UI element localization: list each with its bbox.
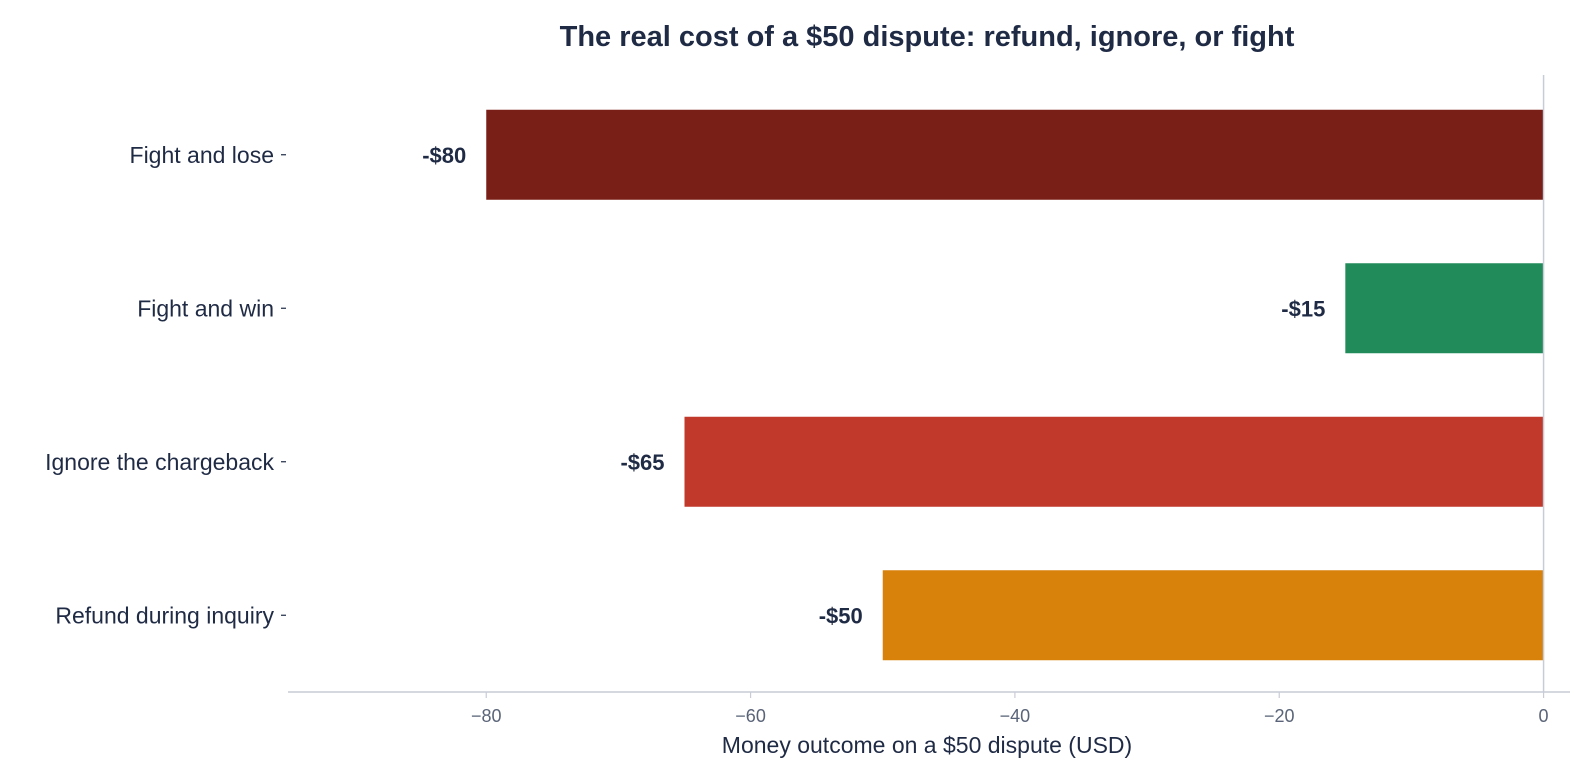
bar	[486, 109, 1544, 200]
x-axis-label: Money outcome on a $50 dispute (USD)	[722, 732, 1132, 758]
data-label: -$50	[819, 603, 863, 628]
category-label: Ignore the chargeback	[45, 449, 274, 475]
data-label: -$65	[620, 450, 664, 475]
category-label: Refund during inquiry	[55, 602, 274, 628]
x-tick-label: −40	[1000, 706, 1031, 726]
bars-layer	[486, 109, 1544, 661]
category-label: Fight and win	[137, 295, 274, 321]
bar	[882, 570, 1544, 661]
x-tick-label: −60	[735, 706, 766, 726]
x-tick-label: −20	[1264, 706, 1295, 726]
x-axis: −80 −60 −40 −20 0	[288, 75, 1570, 726]
y-axis: Fight and lose Fight and win Ignore the ch…	[45, 142, 286, 628]
x-tick-label: 0	[1539, 706, 1549, 726]
x-tick-label: −80	[471, 706, 502, 726]
bar	[684, 416, 1544, 507]
data-labels-layer: -$80 -$15 -$65 -$50	[422, 143, 1325, 629]
bar	[1345, 263, 1544, 354]
chart-title: The real cost of a $50 dispute: refund, …	[560, 21, 1295, 53]
data-label: -$15	[1281, 296, 1325, 321]
data-label: -$80	[422, 143, 466, 168]
category-label: Fight and lose	[130, 142, 274, 168]
